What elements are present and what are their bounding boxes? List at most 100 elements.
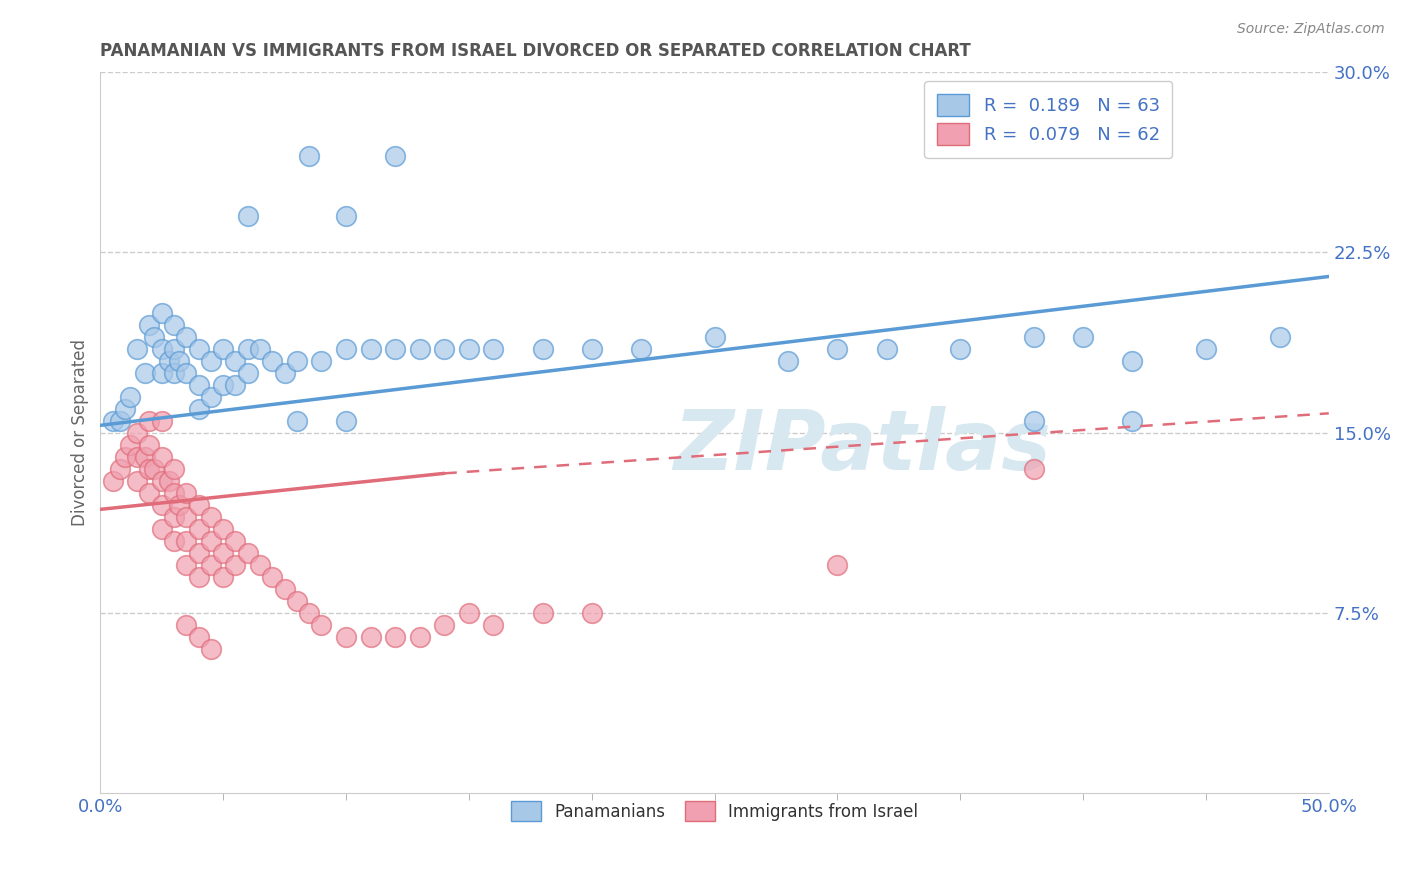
Point xyxy=(127,425,149,440)
Y-axis label: Divorced or Separated: Divorced or Separated xyxy=(72,339,89,526)
Point xyxy=(118,390,141,404)
Point xyxy=(703,329,725,343)
Point xyxy=(236,342,259,356)
Point xyxy=(150,413,173,427)
Point xyxy=(118,437,141,451)
Point xyxy=(531,342,554,356)
Point xyxy=(138,318,160,332)
Point xyxy=(1121,353,1143,368)
Point xyxy=(163,318,186,332)
Point xyxy=(384,630,406,644)
Point xyxy=(236,545,259,559)
Point xyxy=(138,461,160,475)
Point xyxy=(187,498,209,512)
Point xyxy=(163,342,186,356)
Point xyxy=(150,522,173,536)
Point xyxy=(150,342,173,356)
Point xyxy=(1071,329,1094,343)
Point xyxy=(187,342,209,356)
Point xyxy=(187,545,209,559)
Point xyxy=(335,210,357,224)
Point xyxy=(285,413,308,427)
Point xyxy=(311,353,333,368)
Point xyxy=(134,366,156,380)
Point xyxy=(167,498,190,512)
Point xyxy=(163,485,186,500)
Point xyxy=(384,149,406,163)
Point xyxy=(150,366,173,380)
Point xyxy=(150,498,173,512)
Point xyxy=(360,342,382,356)
Point xyxy=(236,210,259,224)
Point xyxy=(1022,413,1045,427)
Point xyxy=(876,342,898,356)
Point xyxy=(150,474,173,488)
Point xyxy=(335,342,357,356)
Point xyxy=(827,342,849,356)
Point xyxy=(827,558,849,572)
Point xyxy=(187,377,209,392)
Point xyxy=(1268,329,1291,343)
Point xyxy=(630,342,652,356)
Point xyxy=(581,606,603,620)
Point xyxy=(138,485,160,500)
Text: PANAMANIAN VS IMMIGRANTS FROM ISRAEL DIVORCED OR SEPARATED CORRELATION CHART: PANAMANIAN VS IMMIGRANTS FROM ISRAEL DIV… xyxy=(100,42,972,60)
Point xyxy=(581,342,603,356)
Point xyxy=(187,630,209,644)
Point xyxy=(138,437,160,451)
Point xyxy=(1022,461,1045,475)
Point xyxy=(1121,413,1143,427)
Point xyxy=(949,342,972,356)
Point xyxy=(138,413,160,427)
Point xyxy=(285,353,308,368)
Point xyxy=(101,413,124,427)
Point xyxy=(114,450,136,464)
Point xyxy=(187,522,209,536)
Point xyxy=(262,353,284,368)
Point xyxy=(433,617,456,632)
Point xyxy=(163,509,186,524)
Point xyxy=(1195,342,1218,356)
Text: ZIPatlas: ZIPatlas xyxy=(673,407,1050,487)
Point xyxy=(143,461,166,475)
Point xyxy=(335,630,357,644)
Point xyxy=(224,558,246,572)
Point xyxy=(273,582,295,596)
Point xyxy=(531,606,554,620)
Point xyxy=(224,353,246,368)
Point xyxy=(143,329,166,343)
Point xyxy=(409,342,432,356)
Point xyxy=(262,569,284,583)
Point xyxy=(457,342,479,356)
Point xyxy=(176,366,198,380)
Point xyxy=(200,558,222,572)
Point xyxy=(167,353,190,368)
Point xyxy=(212,569,235,583)
Text: Source: ZipAtlas.com: Source: ZipAtlas.com xyxy=(1237,22,1385,37)
Point xyxy=(482,342,505,356)
Point xyxy=(187,401,209,416)
Point xyxy=(200,533,222,548)
Point xyxy=(157,474,180,488)
Point xyxy=(176,533,198,548)
Point xyxy=(298,149,321,163)
Point xyxy=(150,305,173,319)
Point xyxy=(457,606,479,620)
Point xyxy=(176,329,198,343)
Point xyxy=(236,366,259,380)
Legend: Panamanians, Immigrants from Israel: Panamanians, Immigrants from Israel xyxy=(498,788,932,835)
Point xyxy=(127,474,149,488)
Point xyxy=(482,617,505,632)
Point xyxy=(384,342,406,356)
Point xyxy=(433,342,456,356)
Point xyxy=(212,377,235,392)
Point xyxy=(176,558,198,572)
Point xyxy=(200,353,222,368)
Point xyxy=(409,630,432,644)
Point xyxy=(335,413,357,427)
Point xyxy=(212,342,235,356)
Point xyxy=(176,485,198,500)
Point xyxy=(108,461,131,475)
Point xyxy=(163,366,186,380)
Point xyxy=(212,522,235,536)
